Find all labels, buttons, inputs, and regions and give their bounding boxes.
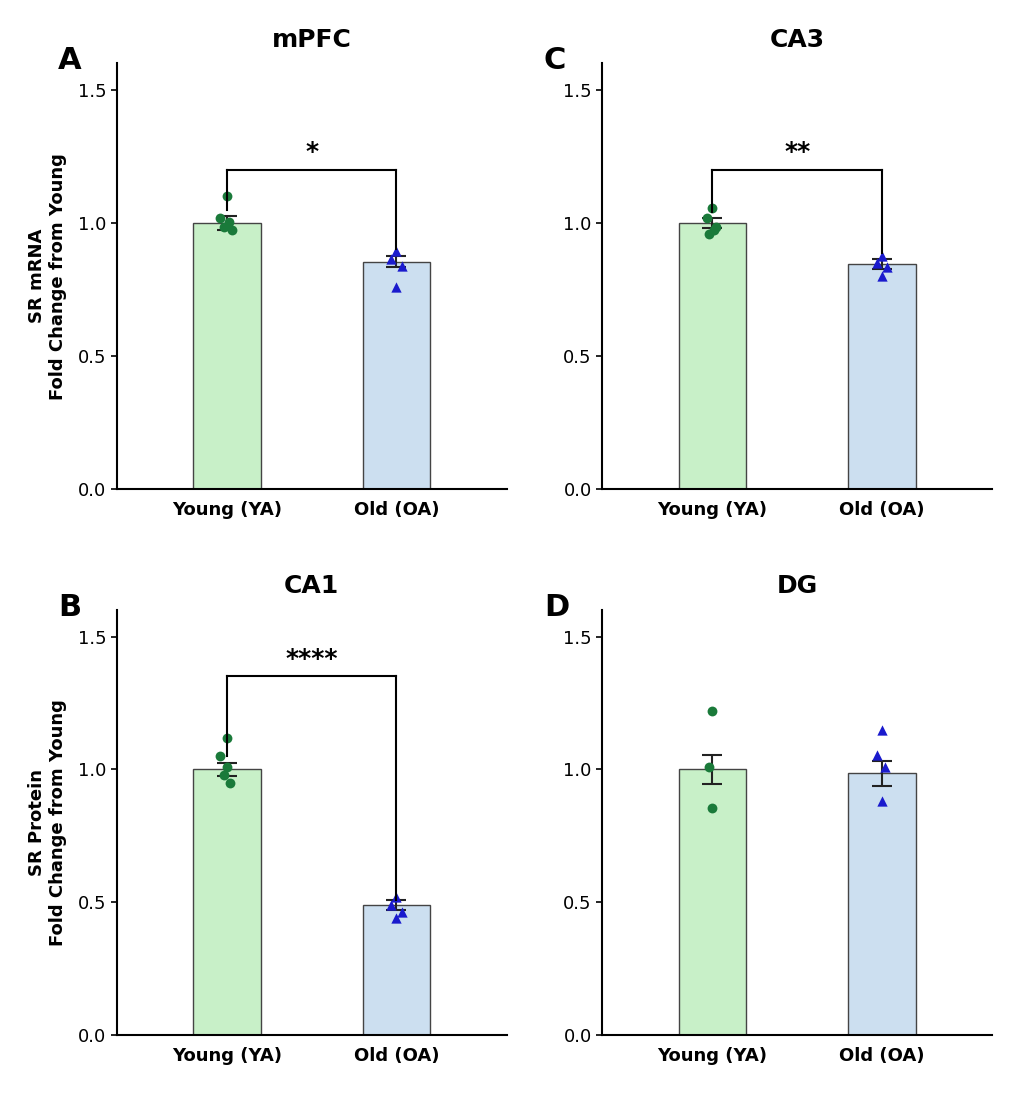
Point: [222, 774, 238, 791]
Point: [700, 759, 716, 776]
Point: [703, 799, 719, 816]
Bar: [678, 769, 746, 1035]
Point: [873, 247, 890, 265]
Point: [388, 909, 405, 927]
Text: C: C: [543, 46, 566, 75]
Bar: [847, 774, 915, 1035]
Point: [876, 759, 893, 776]
Title: mPFC: mPFC: [271, 27, 352, 51]
Point: [220, 213, 236, 231]
Point: [223, 221, 239, 238]
Point: [218, 188, 234, 205]
Point: [393, 257, 410, 274]
Bar: [847, 265, 915, 489]
Point: [218, 729, 234, 747]
Point: [878, 258, 895, 275]
Text: D: D: [543, 592, 569, 622]
Point: [873, 721, 890, 739]
Point: [388, 243, 405, 260]
Point: [705, 221, 721, 238]
Point: [388, 889, 405, 906]
Point: [393, 903, 410, 920]
Bar: [362, 905, 430, 1035]
Y-axis label: SR mRNA
Fold Change from Young: SR mRNA Fold Change from Young: [28, 153, 66, 400]
Point: [383, 250, 399, 268]
Point: [388, 278, 405, 295]
Point: [707, 219, 723, 236]
Point: [218, 759, 234, 776]
Point: [868, 747, 884, 764]
Point: [212, 209, 228, 226]
Bar: [193, 223, 261, 489]
Point: [383, 896, 399, 914]
Text: A: A: [58, 46, 82, 75]
Point: [703, 200, 719, 218]
Point: [212, 748, 228, 765]
Title: CA3: CA3: [769, 27, 824, 51]
Point: [703, 702, 719, 719]
Point: [868, 255, 884, 272]
Text: ****: ****: [285, 647, 337, 671]
Point: [873, 792, 890, 810]
Point: [700, 225, 716, 243]
Point: [215, 219, 231, 236]
Point: [873, 268, 890, 285]
Title: DG: DG: [775, 574, 817, 598]
Bar: [678, 223, 746, 489]
Title: CA1: CA1: [284, 574, 339, 598]
Text: **: **: [784, 141, 809, 164]
Text: B: B: [58, 592, 82, 622]
Point: [699, 209, 715, 226]
Point: [215, 766, 231, 784]
Text: *: *: [305, 141, 318, 164]
Y-axis label: SR Protein
Fold Change from Young: SR Protein Fold Change from Young: [28, 700, 66, 947]
Bar: [362, 261, 430, 489]
Bar: [193, 769, 261, 1035]
